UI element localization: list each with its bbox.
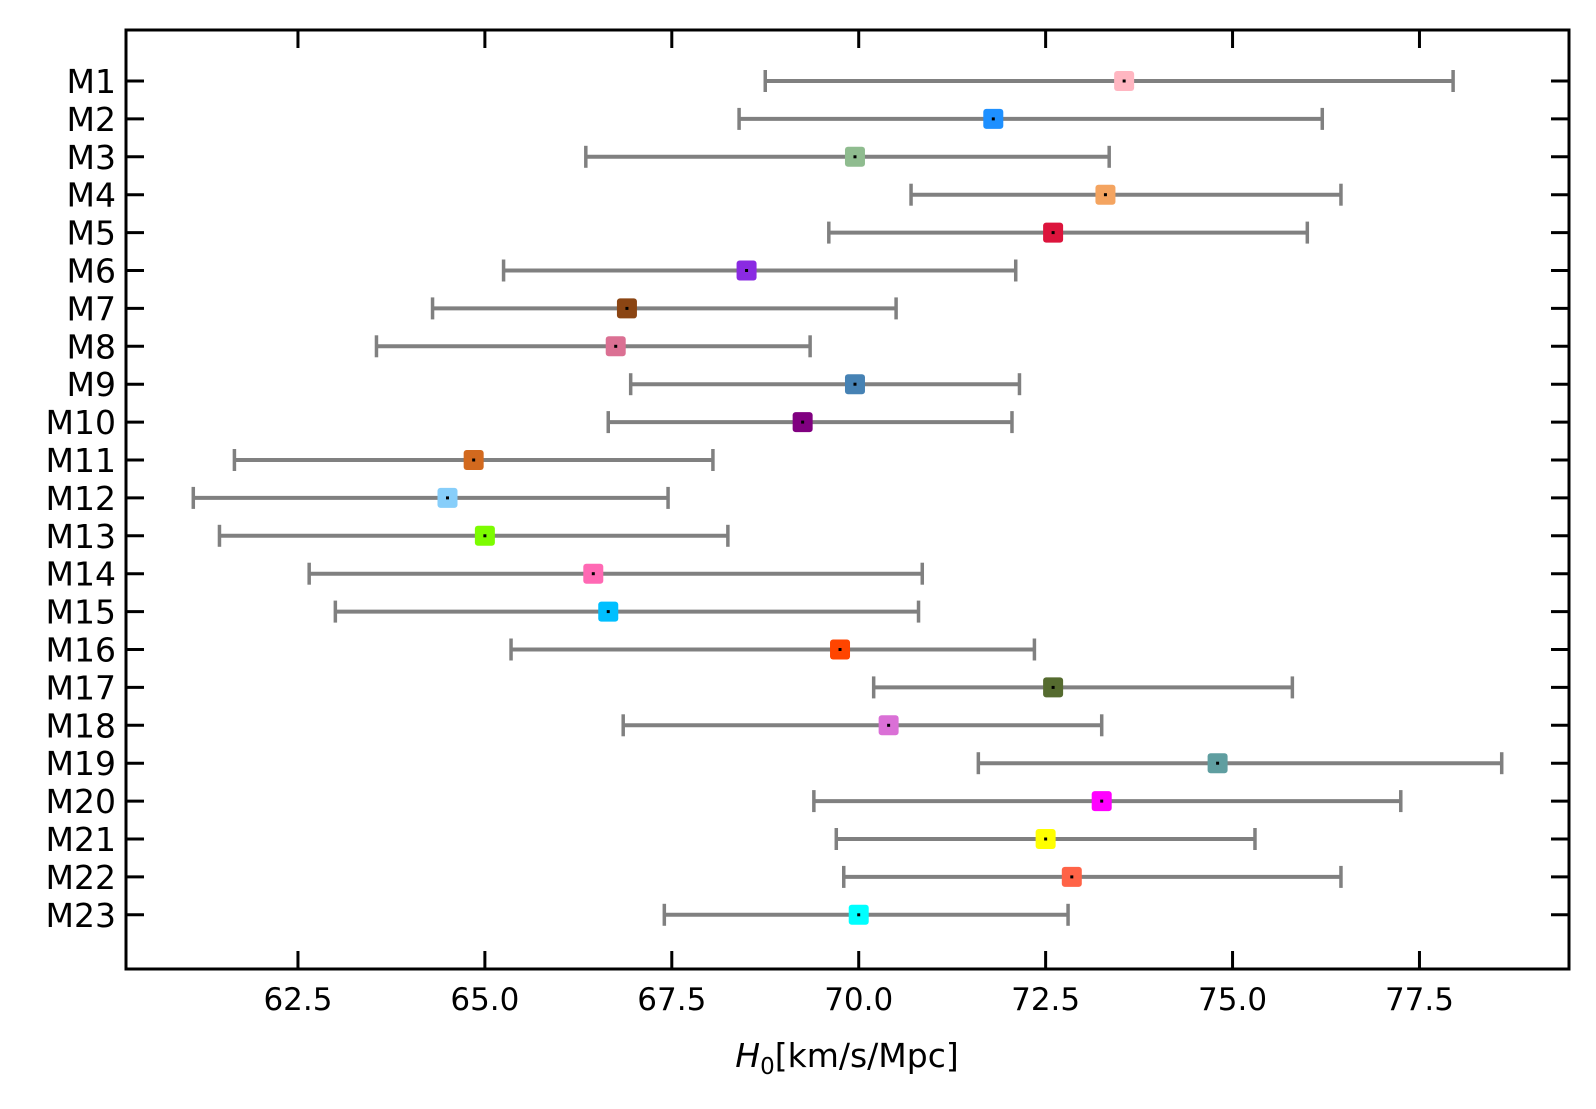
x-axis-title: H0[km/s/Mpc] (735, 1036, 958, 1080)
marker-dot-m17 (1051, 685, 1055, 689)
y-axis-labels: M1M2M3M4M5M6M7M8M9M10M11M12M13M14M15M16M… (46, 62, 116, 935)
y-label-m4: M4 (67, 176, 116, 215)
y-label-m13: M13 (46, 517, 116, 556)
errorbar-m12 (191, 486, 670, 509)
y-label-m1: M1 (67, 62, 116, 101)
errorbar-m5 (827, 221, 1310, 244)
errorbar-m2 (737, 107, 1325, 130)
errorbar-m13 (217, 524, 730, 547)
marker-dot-m10 (801, 420, 805, 424)
y-label-m22: M22 (46, 858, 116, 897)
marker-dot-m6 (745, 269, 749, 272)
axis-ticks (126, 30, 1569, 969)
marker-dot-m22 (1070, 875, 1074, 879)
y-label-m15: M15 (46, 593, 116, 632)
plot-frame (124, 28, 1571, 971)
y-label-m3: M3 (67, 138, 116, 177)
marker-dot-m2 (991, 117, 995, 121)
errorbar-m19 (976, 752, 1504, 775)
marker-dot-m21 (1044, 837, 1048, 841)
errorbar-m4 (909, 183, 1343, 206)
y-label-m11: M11 (46, 441, 116, 480)
x-tick-label-2: 67.5 (637, 982, 706, 1018)
errorbar-m8 (374, 335, 812, 358)
errorbar-m6 (501, 259, 1018, 282)
marker-dot-m9 (853, 382, 857, 386)
marker-dot-m11 (472, 458, 476, 462)
errorbar-m7 (430, 297, 898, 320)
marker-dot-m8 (614, 344, 618, 348)
marker-dot-m4 (1103, 193, 1107, 197)
x-tick-label-0: 62.5 (263, 982, 332, 1018)
marker-dot-m15 (606, 610, 610, 614)
x-axis-labels: 62.5 65.0 67.5 70.0 72.5 75.0 77.5 (263, 982, 1454, 1018)
y-label-m10: M10 (46, 403, 116, 442)
marker-dot-m13 (483, 534, 487, 538)
errorbar-m9 (628, 373, 1022, 396)
marker-dot-m18 (887, 723, 891, 727)
x-tick-label-5: 75.0 (1198, 982, 1267, 1018)
y-label-m5: M5 (67, 214, 116, 253)
y-label-m14: M14 (46, 555, 116, 594)
y-label-m2: M2 (67, 100, 116, 139)
y-label-m19: M19 (46, 744, 116, 783)
marker-series (437, 71, 1228, 925)
x-tick-label-6: 77.5 (1385, 982, 1454, 1018)
errorbar-m18 (621, 714, 1104, 737)
y-label-m12: M12 (46, 479, 116, 518)
errorbar-m22 (842, 865, 1343, 888)
y-label-m18: M18 (46, 706, 116, 745)
x-tick-label-4: 72.5 (1011, 982, 1080, 1018)
errorbar-m15 (333, 600, 921, 623)
y-label-m16: M16 (46, 631, 116, 670)
y-label-m8: M8 (67, 327, 116, 366)
marker-dot-m7 (625, 306, 629, 310)
marker-dot-m12 (445, 496, 449, 500)
y-label-m7: M7 (67, 289, 116, 328)
x-axis-subscript: 0 (760, 1054, 775, 1080)
errorbar-series (191, 70, 1504, 926)
x-tick-label-3: 70.0 (824, 982, 893, 1018)
y-label-m6: M6 (67, 252, 116, 291)
marker-dot-m3 (853, 155, 857, 159)
marker-dot-m14 (591, 572, 595, 576)
errorbar-m14 (307, 562, 925, 585)
marker-dot-m23 (857, 913, 861, 917)
marker-dot-m1 (1122, 79, 1126, 83)
y-label-m9: M9 (67, 365, 116, 404)
marker-dot-m19 (1216, 761, 1220, 765)
y-label-m17: M17 (46, 668, 116, 707)
x-axis-symbol: H (735, 1036, 760, 1075)
errorbar-m17 (871, 676, 1295, 699)
x-axis-units: [km/s/Mpc] (775, 1036, 959, 1075)
y-label-m20: M20 (46, 782, 116, 821)
y-label-m21: M21 (46, 820, 116, 859)
x-tick-label-1: 65.0 (450, 982, 519, 1018)
marker-dot-m16 (838, 648, 842, 651)
errorbar-m16 (509, 638, 1037, 661)
y-label-m23: M23 (46, 896, 116, 935)
errorbar-m1 (763, 70, 1455, 92)
marker-dot-m5 (1051, 231, 1055, 235)
marker-dot-m20 (1100, 799, 1104, 803)
